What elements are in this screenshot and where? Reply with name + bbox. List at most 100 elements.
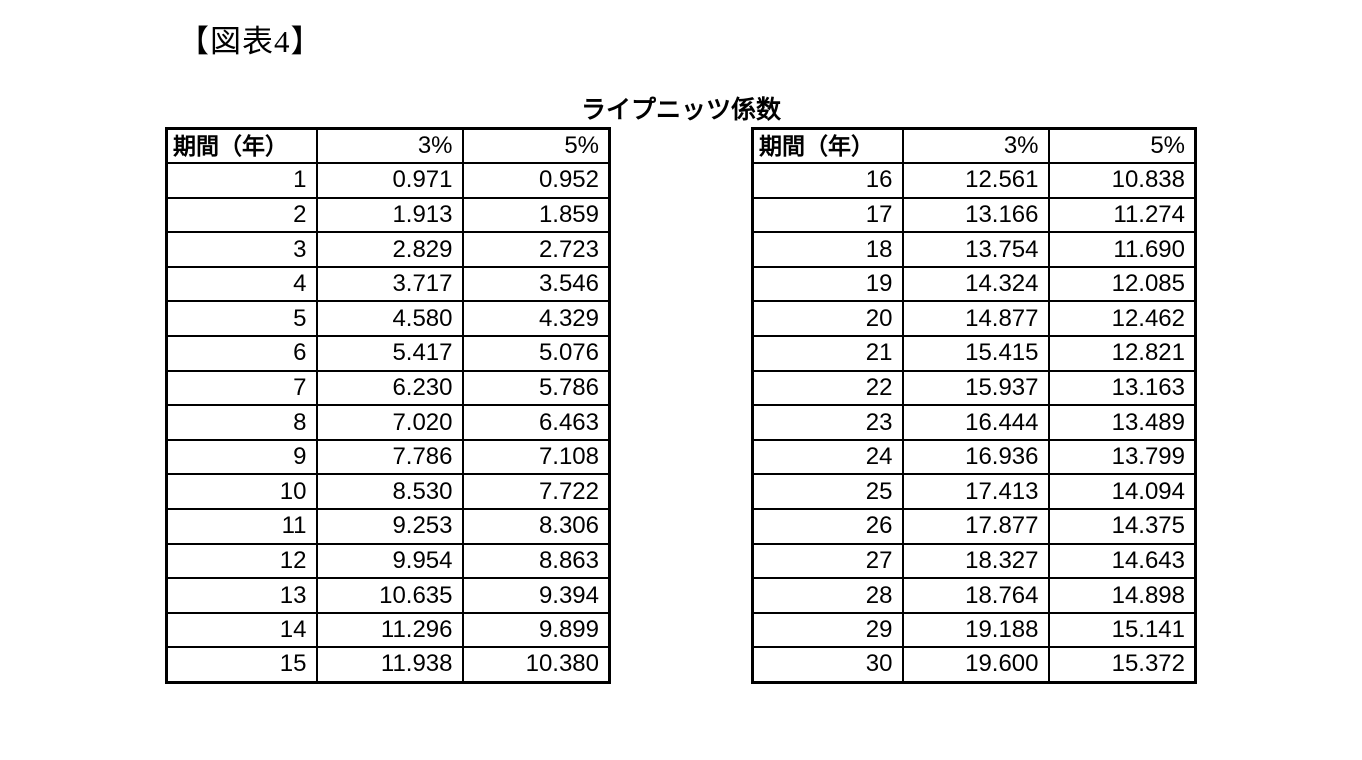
rate-3pct-cell: 19.600: [901, 646, 1050, 683]
period-cell: 5: [165, 300, 318, 338]
period-cell: 14: [165, 611, 318, 649]
period-cell: 28: [751, 577, 904, 614]
table-row: 26 17.877 14.375: [751, 508, 1197, 545]
rate-5pct-cell: 11.274: [1047, 196, 1197, 234]
rate-5pct-cell: 0.952: [461, 162, 611, 199]
table-row: 28 18.764 14.898: [751, 577, 1197, 614]
table-row: 21 15.415 12.821: [751, 335, 1197, 372]
table-row: 4 3.717 3.546: [165, 265, 611, 303]
table-row: 29 19.188 15.141: [751, 611, 1197, 649]
header-row: 期間（年） 3% 5%: [165, 127, 611, 165]
period-cell: 24: [751, 438, 904, 476]
rate-5pct-cell: 6.463: [461, 404, 611, 441]
period-cell: 8: [165, 404, 318, 441]
rate-3pct-cell: 10.635: [315, 577, 464, 614]
rate-5pct-cell: 5.786: [461, 369, 611, 407]
period-cell: 23: [751, 404, 904, 441]
period-cell: 29: [751, 611, 904, 649]
period-cell: 26: [751, 508, 904, 545]
rate-5pct-cell: 15.372: [1047, 646, 1197, 683]
header-row: 期間（年） 3% 5%: [751, 127, 1197, 165]
rate-3pct-cell: 2.829: [315, 231, 464, 268]
rate-5pct-cell: 14.898: [1047, 577, 1197, 614]
table-row: 12 9.954 8.863: [165, 542, 611, 580]
table-row: 10 8.530 7.722: [165, 473, 611, 511]
period-cell: 30: [751, 646, 904, 683]
rate-5pct-cell: 5.076: [461, 335, 611, 372]
period-cell: 27: [751, 542, 904, 580]
period-cell: 11: [165, 508, 318, 545]
rate-5pct-cell: 7.722: [461, 473, 611, 511]
table-row: 17 13.166 11.274: [751, 196, 1197, 234]
rate-5pct-cell: 7.108: [461, 438, 611, 476]
table-row: 9 7.786 7.108: [165, 438, 611, 476]
rate-3pct-column-header: 3%: [901, 127, 1050, 165]
table-row: 20 14.877 12.462: [751, 300, 1197, 338]
rate-3pct-cell: 17.877: [901, 508, 1050, 545]
period-cell: 12: [165, 542, 318, 580]
period-cell: 1: [165, 162, 318, 199]
rate-5pct-cell: 14.094: [1047, 473, 1197, 511]
period-cell: 16: [751, 162, 904, 199]
rate-5pct-cell: 13.489: [1047, 404, 1197, 441]
rate-3pct-cell: 14.877: [901, 300, 1050, 338]
rate-5pct-cell: 3.546: [461, 265, 611, 303]
leibniz-table-years-1-15: 期間（年） 3% 5% 1 0.971 0.952 2 1.913 1.859 3 2.829…: [165, 127, 611, 684]
period-cell: 19: [751, 265, 904, 303]
rate-3pct-cell: 5.417: [315, 335, 464, 372]
rate-5pct-cell: 13.163: [1047, 369, 1197, 407]
rate-3pct-cell: 11.296: [315, 611, 464, 649]
table-row: 27 18.327 14.643: [751, 542, 1197, 580]
rate-3pct-cell: 16.936: [901, 438, 1050, 476]
table-row: 24 16.936 13.799: [751, 438, 1197, 476]
rate-3pct-cell: 1.913: [315, 196, 464, 234]
rate-3pct-cell: 13.754: [901, 231, 1050, 268]
rate-5pct-column-header: 5%: [1047, 127, 1197, 165]
rate-3pct-cell: 0.971: [315, 162, 464, 199]
period-cell: 15: [165, 646, 318, 683]
table-row: 23 16.444 13.489: [751, 404, 1197, 441]
table-row: 14 11.296 9.899: [165, 611, 611, 649]
rate-5pct-cell: 13.799: [1047, 438, 1197, 476]
table-row: 15 11.938 10.380: [165, 646, 611, 683]
table-body-16-30: 16 12.561 10.838 17 13.166 11.274 18 13.754 11.6…: [751, 162, 1197, 683]
period-cell: 10: [165, 473, 318, 511]
rate-5pct-cell: 15.141: [1047, 611, 1197, 649]
rate-5pct-cell: 12.821: [1047, 335, 1197, 372]
leibniz-table-years-16-30: 期間（年） 3% 5% 16 12.561 10.838 17 13.166 11.274…: [751, 127, 1197, 684]
period-column-header: 期間（年）: [751, 127, 904, 165]
rate-3pct-cell: 18.327: [901, 542, 1050, 580]
rate-3pct-cell: 17.413: [901, 473, 1050, 511]
period-cell: 3: [165, 231, 318, 268]
rate-5pct-cell: 14.643: [1047, 542, 1197, 580]
rate-3pct-cell: 19.188: [901, 611, 1050, 649]
rate-5pct-cell: 1.859: [461, 196, 611, 234]
rate-3pct-cell: 12.561: [901, 162, 1050, 199]
rate-3pct-cell: 8.530: [315, 473, 464, 511]
rate-3pct-cell: 6.230: [315, 369, 464, 407]
table-row: 19 14.324 12.085: [751, 265, 1197, 303]
period-cell: 6: [165, 335, 318, 372]
rate-5pct-cell: 12.085: [1047, 265, 1197, 303]
period-cell: 22: [751, 369, 904, 407]
period-cell: 13: [165, 577, 318, 614]
period-cell: 7: [165, 369, 318, 407]
rate-3pct-cell: 15.415: [901, 335, 1050, 372]
period-cell: 25: [751, 473, 904, 511]
period-cell: 21: [751, 335, 904, 372]
rate-5pct-cell: 9.394: [461, 577, 611, 614]
rate-3pct-cell: 4.580: [315, 300, 464, 338]
rate-5pct-cell: 8.306: [461, 508, 611, 545]
table-row: 11 9.253 8.306: [165, 508, 611, 545]
table-row: 18 13.754 11.690: [751, 231, 1197, 268]
period-cell: 18: [751, 231, 904, 268]
table-row: 5 4.580 4.329: [165, 300, 611, 338]
table-row: 7 6.230 5.786: [165, 369, 611, 407]
rate-3pct-cell: 7.020: [315, 404, 464, 441]
rate-3pct-cell: 16.444: [901, 404, 1050, 441]
rate-3pct-cell: 11.938: [315, 646, 464, 683]
rate-5pct-cell: 4.329: [461, 300, 611, 338]
table-row: 30 19.600 15.372: [751, 646, 1197, 683]
table-row: 25 17.413 14.094: [751, 473, 1197, 511]
